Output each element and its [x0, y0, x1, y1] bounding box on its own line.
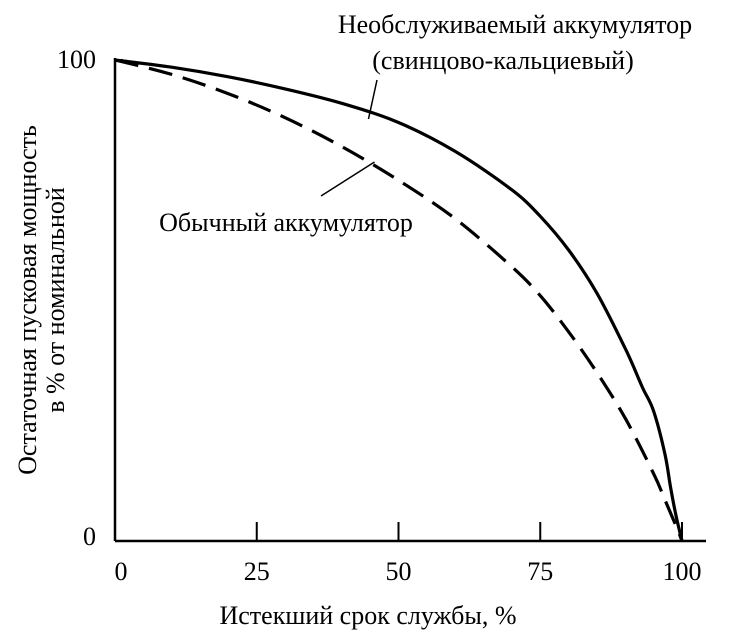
series-line-conventional	[114, 58, 684, 542]
x-axis-title: Истекший срок службы, %	[219, 601, 516, 630]
annotation-leader-maintenance-free	[367, 79, 378, 120]
x-ticks: 0 25 50 75 100	[115, 522, 702, 586]
annotation-leader-conventional	[320, 161, 375, 197]
annotation-maintenance-free-line-2: (свинцово-кальциевый)	[372, 46, 634, 75]
y-axis-title-line-2: в % от номинальной	[41, 187, 70, 413]
annotation-maintenance-free-line-1: Необслуживаемый аккумулятор	[338, 10, 692, 39]
y-tick-label-bottom: 0	[83, 522, 96, 551]
x-tick-label: 100	[663, 557, 702, 586]
annotation-conventional: Обычный аккумулятор	[159, 208, 413, 237]
x-tick-label: 50	[386, 557, 412, 586]
x-tick-label: 25	[244, 557, 270, 586]
x-tick-label: 0	[115, 557, 128, 586]
series-line-maintenance-free	[114, 58, 684, 542]
x-tick-label: 75	[527, 557, 553, 586]
y-axis-title-line-1: Остаточная пусковая мощность	[13, 125, 42, 475]
y-tick-label-top: 100	[57, 45, 96, 74]
